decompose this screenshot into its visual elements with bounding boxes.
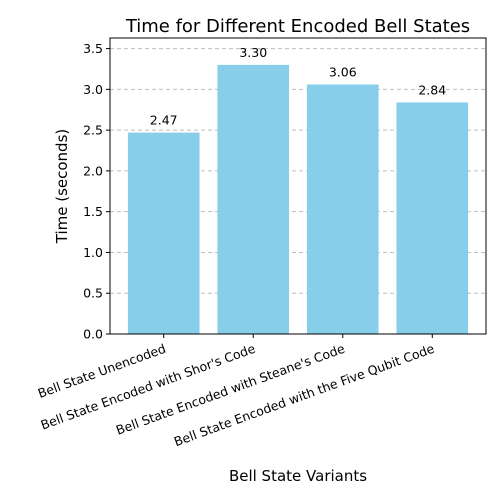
bars <box>127 64 469 334</box>
y-tick-label: 0.5 <box>83 286 103 301</box>
plot-frame <box>109 37 487 335</box>
bar <box>396 102 469 334</box>
data-labels: 2.47 3.30 3.06 2.84 <box>150 45 446 128</box>
y-tick-label: 3.0 <box>83 82 103 97</box>
x-axis-label: Bell State Variants <box>229 467 367 485</box>
y-axis-ticks: 0.0 0.5 1.0 1.5 2.0 2.5 3.0 3.5 <box>83 41 110 342</box>
bar <box>217 64 290 334</box>
y-tick-label: 2.0 <box>83 163 103 178</box>
bar <box>127 132 200 334</box>
y-tick-label: 2.5 <box>83 123 103 138</box>
bar-value-label: 3.06 <box>329 64 357 79</box>
y-tick-label: 1.0 <box>83 245 103 260</box>
bar-value-label: 3.30 <box>239 45 267 60</box>
y-tick-label: 3.5 <box>83 41 103 56</box>
bar-value-label: 2.47 <box>150 113 178 128</box>
bar-value-label: 2.84 <box>418 82 446 97</box>
y-axis-label: Time (seconds) <box>53 129 71 245</box>
y-tick-label: 1.5 <box>83 204 103 219</box>
y-tick-label: 0.0 <box>83 327 103 342</box>
chart-title: Time for Different Encoded Bell States <box>125 16 470 37</box>
bar <box>306 84 379 334</box>
